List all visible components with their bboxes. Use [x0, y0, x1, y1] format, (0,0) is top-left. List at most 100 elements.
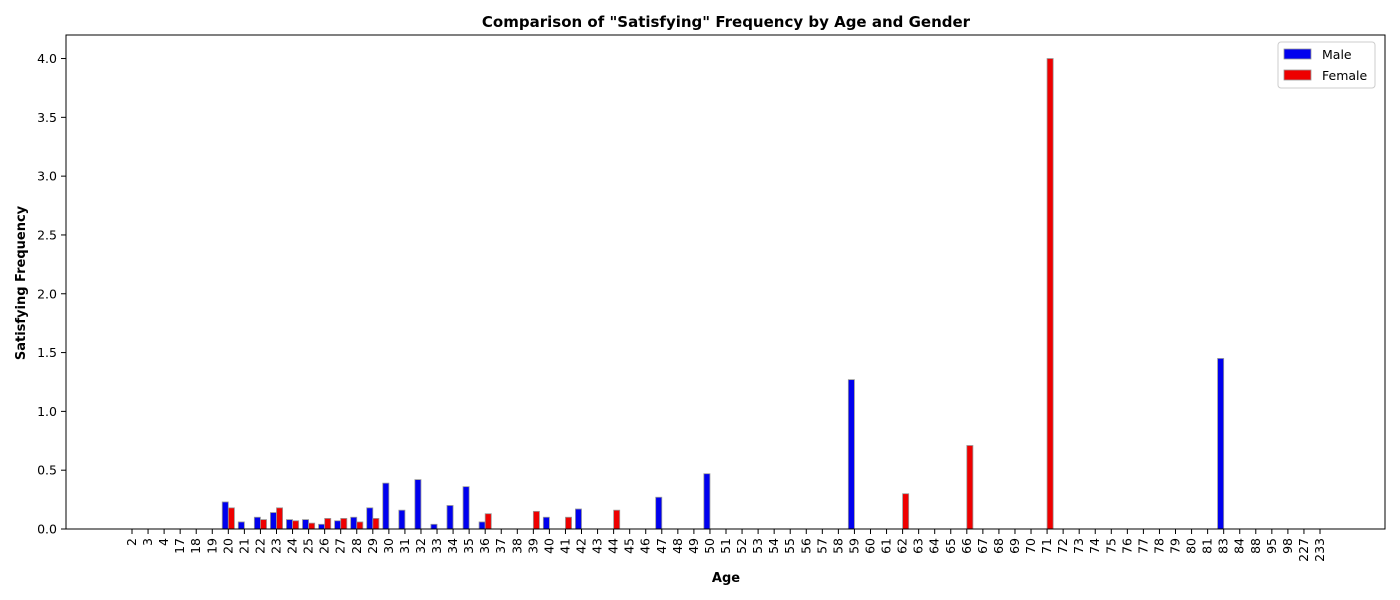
x-tick-label: 24	[285, 538, 300, 554]
x-tick-label: 63	[911, 538, 926, 554]
y-tick-label: 0.0	[37, 522, 57, 537]
x-tick-label: 35	[461, 538, 476, 554]
bar-male-age-40	[542, 516, 550, 530]
bar-male-age-25	[302, 519, 309, 530]
bar-female-age-24	[292, 520, 300, 530]
y-tick-label: 1.0	[37, 404, 57, 419]
x-tick-label: 42	[574, 538, 589, 554]
bar-male-age-30	[382, 482, 390, 530]
x-tick-label: 55	[782, 538, 797, 554]
legend-swatch-female	[1283, 69, 1312, 81]
x-tick-label: 40	[541, 538, 556, 554]
x-tick-label: 81	[1200, 538, 1215, 554]
bar-female-age-29	[372, 518, 380, 530]
bar-male-age-27	[334, 520, 342, 530]
bar-female-age-39	[532, 510, 540, 530]
x-tick-label: 3	[140, 538, 155, 546]
bar-female-age-26	[324, 518, 332, 530]
x-tick-label: 83	[1216, 538, 1231, 554]
x-tick-label: 79	[1168, 538, 1183, 554]
plot-frame	[65, 34, 1386, 530]
x-tick-label: 38	[509, 538, 524, 554]
bar-male-age-34	[446, 505, 454, 530]
bar-male-age-59	[847, 379, 855, 530]
x-tick-label: 74	[1087, 538, 1102, 554]
y-tick-label: 2.0	[37, 286, 57, 301]
legend-swatch-male	[1283, 48, 1312, 60]
bar-male-age-22	[253, 516, 261, 530]
x-tick-label: 77	[1135, 538, 1150, 554]
x-tick-label: 49	[686, 538, 701, 554]
x-tick-label: 75	[1103, 538, 1118, 554]
x-tick-label: 98	[1280, 538, 1295, 554]
x-tick-label: 4	[156, 538, 171, 546]
x-axis-label: Age	[712, 571, 740, 586]
x-tick-label: 233	[1312, 538, 1327, 562]
y-tick-label: 3.5	[37, 110, 57, 125]
bar-female-age-41	[565, 516, 572, 530]
x-tick-label: 58	[830, 538, 845, 554]
x-tick-label: 23	[268, 538, 283, 554]
chart-title: Comparison of "Satisfying" Frequency by …	[482, 13, 971, 31]
bar-female-age-71	[1046, 58, 1054, 530]
bar-female-age-25	[308, 522, 316, 530]
x-tick-label: 33	[429, 538, 444, 554]
bar-female-age-20	[227, 507, 235, 530]
x-tick-label: 51	[718, 538, 733, 554]
x-tick-label: 19	[204, 538, 219, 554]
bar-male-age-35	[462, 486, 470, 530]
bar-male-age-31	[398, 509, 406, 530]
x-tick-label: 57	[814, 538, 829, 554]
x-tick-label: 17	[172, 538, 187, 554]
x-tick-label: 72	[1055, 538, 1070, 554]
x-tick-label: 26	[317, 538, 332, 554]
plot-area: 0.00.51.01.52.02.53.03.54.02 3 4 17 18 19 20 21…	[37, 51, 1327, 562]
x-tick-label: 64	[927, 538, 942, 554]
x-tick-label: 25	[301, 538, 316, 554]
y-tick-label: 0.5	[37, 463, 57, 478]
x-tick-label: 65	[943, 538, 958, 554]
x-tick-label: 39	[525, 538, 540, 554]
y-axis-label: Satisfying Frequency	[14, 205, 29, 360]
x-tick-label: 66	[959, 538, 974, 554]
bar-female-age-23	[276, 507, 283, 530]
bar-male-age-42	[575, 508, 582, 530]
x-tick-label: 21	[236, 538, 251, 554]
x-tick-label: 61	[879, 538, 894, 554]
bar-male-age-29	[366, 507, 374, 530]
x-tick-label: 54	[766, 538, 781, 554]
x-tick-label: 59	[846, 538, 861, 554]
x-tick-label: 47	[654, 538, 669, 554]
x-tick-label: 95	[1264, 538, 1279, 554]
x-tick-label: 32	[413, 538, 428, 554]
bar-male-age-33	[430, 523, 438, 530]
x-tick-label: 37	[493, 538, 508, 554]
bar-male-age-47	[655, 496, 663, 530]
x-tick-label: 68	[991, 538, 1006, 554]
x-tick-label: 30	[381, 538, 396, 554]
bar-female-age-36	[484, 513, 492, 530]
x-tick-label: 31	[397, 538, 412, 554]
bar-female-age-22	[260, 519, 267, 530]
y-tick-label: 2.5	[37, 227, 57, 242]
legend-label-female: Female	[1322, 68, 1368, 83]
x-tick-label: 53	[750, 538, 765, 554]
bar-female-age-28	[356, 521, 364, 530]
x-tick-label: 88	[1248, 538, 1263, 554]
x-tick-label: 56	[798, 538, 813, 554]
bar-male-age-21	[237, 521, 245, 530]
bar-female-age-44	[613, 509, 621, 530]
bar-male-age-50	[703, 473, 711, 530]
x-tick-label: 84	[1232, 538, 1247, 554]
y-tick-label: 4.0	[37, 51, 57, 66]
bar-male-age-83	[1217, 358, 1225, 530]
x-tick-label: 29	[365, 538, 380, 554]
x-tick-label: 34	[445, 538, 460, 554]
x-tick-label: 45	[622, 538, 637, 554]
bar-male-age-28	[350, 516, 358, 530]
x-tick-label: 67	[975, 538, 990, 554]
x-tick-label: 62	[895, 538, 910, 554]
y-tick-label: 1.5	[37, 345, 57, 360]
x-tick-label: 73	[1071, 538, 1086, 554]
